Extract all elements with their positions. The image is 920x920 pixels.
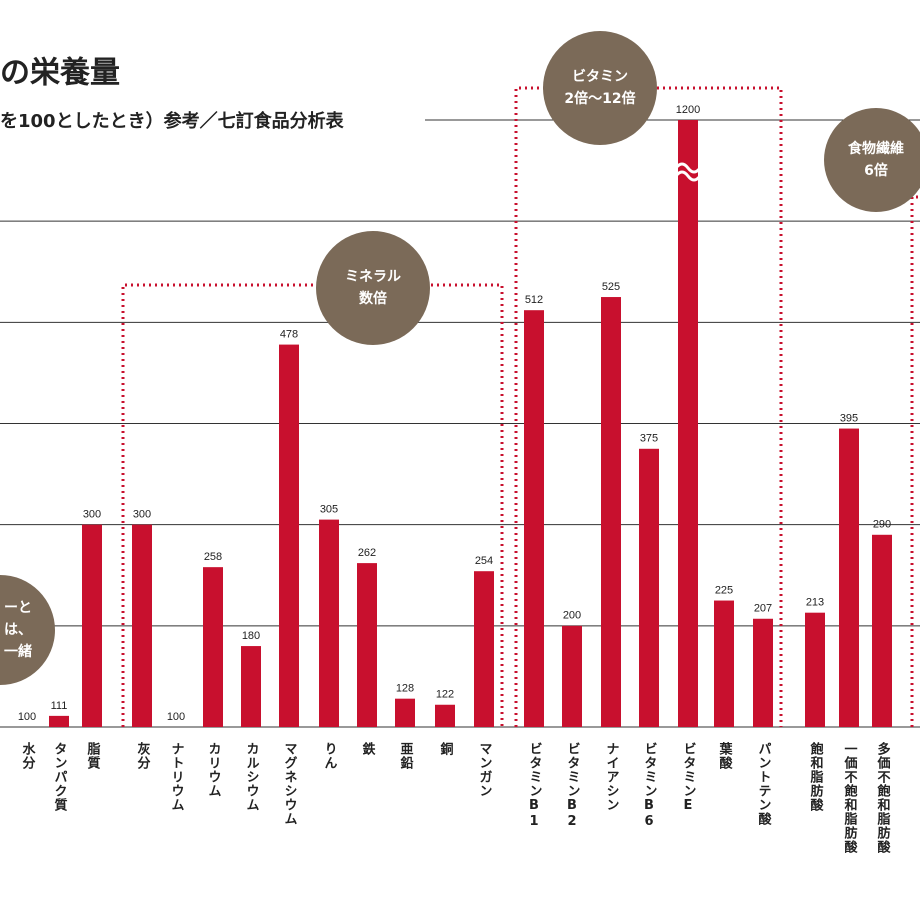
value-label: 100 (167, 711, 185, 723)
x-tick-label: ビタミンB6 (642, 742, 658, 830)
bar (524, 310, 544, 727)
value-label: 207 (754, 603, 772, 615)
x-tick-label: ビタミンE (681, 742, 697, 814)
bar (714, 600, 734, 727)
x-tick-label: 水分 (20, 741, 36, 770)
x-tick-label: 多価不飽和脂肪酸 (875, 741, 892, 854)
value-label: 200 (563, 610, 581, 622)
bar (395, 698, 415, 727)
value-label: 122 (436, 689, 454, 701)
x-tick-label: 銅 (438, 741, 454, 756)
x-tick-label: 脂質 (85, 741, 102, 770)
x-tick-label: マンガン (477, 742, 493, 798)
x-tick-label: 鉄 (360, 741, 376, 756)
annotation-text: ビタミン (572, 69, 628, 85)
x-tick-label: パントテン酸 (756, 742, 772, 826)
bar (319, 519, 339, 727)
x-tick-label: 飽和脂肪酸 (808, 741, 825, 812)
axis-break (674, 162, 702, 182)
bar (562, 625, 582, 727)
x-tick-label: ビタミンB1 (527, 742, 543, 830)
value-label: 213 (806, 597, 824, 609)
annotation-text: ミネラル (345, 269, 401, 285)
bar (872, 534, 892, 727)
vitamin-box (514, 86, 783, 727)
x-tick-label: ナトリウム (169, 742, 185, 812)
x-tick-label: りん (322, 742, 338, 770)
bar (601, 297, 621, 727)
bar (805, 612, 825, 727)
x-tick-label: タンパク質 (52, 742, 68, 812)
bar (639, 448, 659, 727)
bar (839, 428, 859, 727)
value-label: 300 (133, 509, 151, 521)
value-label: 180 (242, 630, 260, 642)
annotation-text: 2倍～12倍 (564, 90, 635, 107)
mineral-box (121, 283, 504, 727)
annotation-text: ーと (4, 600, 32, 616)
value-label: 262 (358, 547, 376, 559)
value-label: 258 (204, 551, 222, 563)
bar (753, 618, 773, 727)
value-label: 300 (83, 509, 101, 521)
value-label: 1200 (676, 104, 700, 116)
grid (0, 119, 920, 728)
chart-subtitle: を100としたとき）参考／七訂食品分析表 (0, 110, 345, 132)
x-tick-label: ナイアシン (604, 742, 620, 812)
value-label: 254 (475, 555, 493, 567)
bar (132, 524, 152, 727)
annotation-text: 食物繊維 (848, 140, 904, 157)
x-tick-label: 一価不飽和脂肪酸 (842, 742, 859, 854)
annotation-bubble (316, 231, 430, 345)
bar (357, 563, 377, 727)
value-label: 395 (840, 412, 858, 424)
annotation-bubble (824, 108, 920, 212)
chart-title: の栄養量 (0, 56, 120, 91)
x-tick-label: 葉酸 (717, 741, 734, 770)
bar (82, 524, 102, 727)
bar (241, 646, 261, 727)
bar (279, 344, 299, 727)
value-label: 290 (873, 519, 891, 531)
fiber-box (910, 195, 920, 727)
value-label: 128 (396, 683, 414, 695)
x-tick-label: 灰分 (135, 741, 151, 770)
value-label: 512 (525, 294, 543, 306)
value-label: 111 (51, 700, 68, 712)
x-tick-label: ビタミンB2 (565, 742, 581, 830)
value-label: 525 (602, 281, 620, 293)
annotation-text: 数倍 (359, 290, 387, 307)
x-tick-label: 亜鉛 (398, 742, 414, 770)
value-label: 375 (640, 433, 658, 445)
value-label: 225 (715, 584, 733, 596)
bar (435, 704, 455, 727)
annotation-bubble (0, 575, 55, 685)
x-tick-label: マグネシウム (282, 742, 298, 826)
bar (49, 715, 69, 727)
bar (203, 567, 223, 727)
annotation-bubble (543, 31, 657, 145)
bar (474, 571, 494, 727)
value-label: 305 (320, 504, 338, 516)
bar (678, 120, 698, 727)
annotation-text: 一緒 (4, 643, 32, 660)
annotation-text: 6倍 (864, 162, 888, 179)
x-tick-label: カリウム (206, 742, 222, 798)
value-label: 478 (280, 328, 298, 340)
annotation-text: は、 (4, 622, 32, 638)
x-tick-label: カルシウム (244, 742, 260, 812)
value-label: 100 (18, 711, 36, 723)
